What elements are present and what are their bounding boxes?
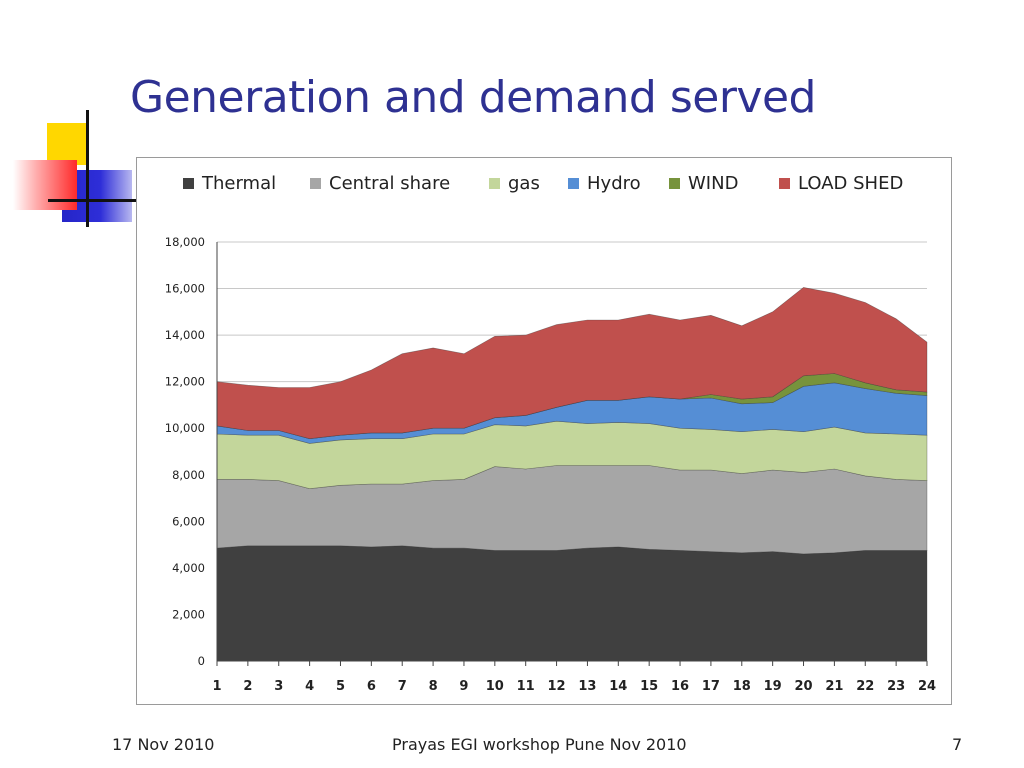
x-tick-label: 10	[486, 679, 504, 694]
slide-title: Generation and demand served	[130, 72, 816, 123]
x-tick-label: 2	[243, 679, 252, 694]
x-tick-label: 3	[274, 679, 283, 694]
x-tick-label: 19	[764, 679, 782, 694]
x-tick-label: 8	[429, 679, 438, 694]
decor-yellow-square	[47, 123, 89, 165]
x-tick-label: 12	[548, 679, 566, 694]
y-tick-label: 4,000	[172, 561, 205, 575]
legend-swatch	[183, 178, 194, 189]
legend-swatch	[489, 178, 500, 189]
legend-label: WIND	[688, 173, 738, 194]
legend-label: gas	[508, 173, 540, 194]
legend-label: Thermal	[201, 173, 276, 194]
x-tick-label: 6	[367, 679, 376, 694]
y-tick-label: 0	[198, 654, 205, 668]
x-tick-label: 1	[212, 679, 221, 694]
y-tick-label: 8,000	[172, 468, 205, 482]
x-tick-label: 14	[609, 679, 627, 694]
footer-date: 17 Nov 2010	[112, 735, 215, 754]
x-tick-label: 5	[336, 679, 345, 694]
x-tick-label: 13	[578, 679, 596, 694]
x-tick-label: 17	[702, 679, 720, 694]
stacked-area-chart: 0 2,000 4,000 6,000 8,000 10,000 12,000 14,000 1…	[165, 173, 936, 694]
decor-horizontal-line	[48, 199, 136, 202]
x-tick-label: 22	[856, 679, 874, 694]
x-tick-label: 11	[517, 679, 535, 694]
decor-vertical-line	[86, 110, 89, 227]
legend-label: Central share	[329, 173, 450, 194]
y-tick-label: 6,000	[172, 514, 205, 528]
footer-event: Prayas EGI workshop Pune Nov 2010	[392, 735, 687, 754]
x-tick-label: 16	[671, 679, 689, 694]
y-tick-label: 18,000	[165, 235, 205, 249]
x-tick-label: 20	[794, 679, 812, 694]
legend-swatch	[568, 178, 579, 189]
y-tick-label: 16,000	[165, 282, 205, 296]
y-tick-label: 2,000	[172, 607, 205, 621]
y-tick-label: 14,000	[165, 328, 205, 342]
legend-swatch	[669, 178, 680, 189]
footer-page-number: 7	[952, 735, 963, 754]
area-thermal	[216, 545, 928, 662]
x-tick-label: 18	[733, 679, 751, 694]
x-tick-label: 24	[918, 679, 936, 694]
chart-frame: 0 2,000 4,000 6,000 8,000 10,000 12,000 14,000 1…	[136, 157, 952, 705]
x-tick-label: 4	[305, 679, 314, 694]
area-load-shed	[216, 287, 928, 440]
decor-red-square	[13, 160, 77, 210]
y-tick-label: 10,000	[165, 421, 205, 435]
legend-label: Hydro	[587, 173, 641, 194]
legend-swatch	[779, 178, 790, 189]
legend-swatch	[310, 178, 321, 189]
x-tick-label: 9	[459, 679, 468, 694]
x-tick-label: 21	[825, 679, 843, 694]
y-tick-label: 12,000	[165, 375, 205, 389]
x-tick-label: 23	[887, 679, 905, 694]
x-tick-label: 15	[640, 679, 658, 694]
legend-label: LOAD SHED	[798, 173, 903, 194]
x-tick-label: 7	[398, 679, 407, 694]
